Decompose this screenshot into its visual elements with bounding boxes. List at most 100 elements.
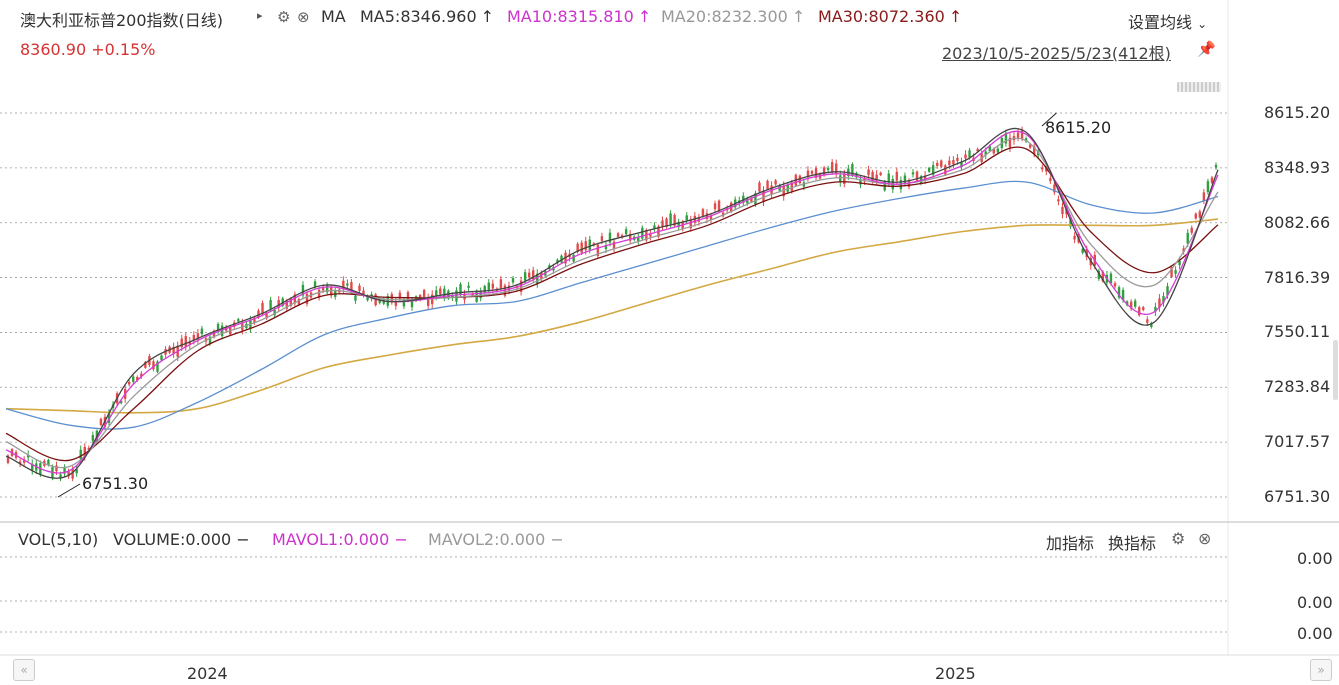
- candle-body: [1198, 211, 1202, 218]
- candle-body: [1016, 132, 1020, 138]
- candle-body: [806, 170, 810, 178]
- close-icon[interactable]: ⊗: [297, 8, 310, 26]
- candle-body: [487, 282, 490, 290]
- candle-body: [277, 300, 280, 308]
- candle-body: [653, 225, 656, 229]
- candle-body: [1121, 289, 1125, 301]
- candle-body: [519, 280, 523, 292]
- candle-body: [75, 468, 78, 474]
- candle-body: [1028, 144, 1032, 148]
- candle-body: [443, 288, 446, 299]
- candle-body: [1049, 178, 1052, 182]
- candle-body: [269, 300, 272, 309]
- candle-body: [814, 168, 818, 178]
- high-annotation: 8615.20: [1045, 118, 1112, 137]
- y-tick-label: 7017.57: [1264, 432, 1331, 452]
- candle-body: [1004, 132, 1008, 144]
- candle-body: [144, 361, 147, 368]
- add-indicator-button[interactable]: 加指标: [1046, 534, 1095, 553]
- zoom-handle[interactable]: [1177, 82, 1221, 92]
- candle-body: [677, 221, 680, 228]
- arrow-up-icon: ↑: [948, 7, 963, 26]
- scroll-left-button[interactable]: «: [13, 659, 35, 681]
- candle-body: [257, 310, 260, 318]
- candle-body: [152, 361, 155, 370]
- pin-icon[interactable]: 📌: [1197, 40, 1216, 58]
- candle-body: [536, 273, 539, 284]
- candle-body: [160, 355, 163, 361]
- y-tick-label: 8082.66: [1264, 212, 1331, 232]
- candle-body: [560, 255, 563, 263]
- candle-body: [1045, 167, 1048, 172]
- candle-body: [701, 209, 705, 217]
- candle-body: [83, 446, 86, 457]
- candle-body: [200, 328, 204, 335]
- candle-body: [620, 235, 624, 238]
- candle-body: [1133, 300, 1137, 307]
- candle-body: [378, 299, 381, 303]
- candle-body: [1170, 267, 1173, 278]
- caret-right-icon[interactable]: ▸: [257, 9, 263, 22]
- ma-settings-button[interactable]: 设置均线 ⌄: [1128, 13, 1208, 32]
- candle-body: [99, 418, 103, 426]
- candles-layer: [6, 126, 1218, 482]
- candle-body: [851, 164, 854, 176]
- candle-body: [1154, 307, 1157, 312]
- volume-grid: [0, 556, 1228, 633]
- candle-body: [71, 468, 74, 479]
- candle-body: [253, 317, 256, 323]
- candle-body: [1190, 227, 1193, 233]
- candle-body: [196, 333, 200, 340]
- swap-indicator-button[interactable]: 换指标: [1108, 534, 1157, 553]
- candle-body: [826, 167, 830, 171]
- arrow-up-icon: ↑: [637, 7, 652, 26]
- candle-body: [859, 179, 862, 185]
- candle-body: [491, 283, 495, 289]
- series-line-ma120: [5, 218, 1219, 414]
- candle-body: [899, 180, 903, 190]
- candle-body: [596, 244, 600, 256]
- gear-icon[interactable]: ⚙: [1171, 529, 1186, 548]
- candle-body: [774, 180, 777, 185]
- date-range[interactable]: 2023/10/5-2025/5/23(412根): [942, 44, 1171, 63]
- candle-body: [867, 169, 870, 175]
- candle-body: [414, 296, 418, 302]
- candle-body: [22, 459, 26, 463]
- series-line-ma10: [5, 130, 1219, 474]
- candle-body: [172, 346, 175, 354]
- candle-body: [289, 298, 293, 306]
- y-tick-label: 8348.93: [1264, 157, 1331, 177]
- candle-body: [713, 203, 717, 210]
- candle-body: [18, 461, 22, 465]
- candle-body: [362, 290, 365, 294]
- candle-body: [132, 376, 135, 382]
- candle-body: [1113, 283, 1117, 287]
- candle-body: [944, 165, 947, 175]
- gear-icon[interactable]: ⚙: [277, 8, 291, 26]
- candle-body: [673, 215, 676, 226]
- y-tick-label: 7816.39: [1264, 267, 1331, 287]
- candle-body: [843, 173, 846, 184]
- ma-lines-layer: [5, 127, 1219, 479]
- candle-body: [754, 193, 757, 205]
- candle-body: [47, 459, 50, 466]
- annotations-layer: [57, 112, 1057, 498]
- candle-body: [1174, 270, 1177, 274]
- candle-body: [1101, 271, 1105, 282]
- candle-body: [317, 289, 321, 298]
- volume-y-label: 0.00: [1297, 549, 1333, 568]
- candle-body: [1194, 213, 1197, 219]
- candle-body: [1053, 184, 1056, 193]
- candle-body: [717, 200, 721, 212]
- candle-body: [968, 150, 971, 158]
- candle-body: [455, 290, 458, 302]
- vertical-scrollbar[interactable]: [1333, 340, 1338, 400]
- close-icon[interactable]: ⊗: [1198, 529, 1212, 548]
- x-tick-label: 2024: [187, 664, 228, 683]
- ma10-value: MA10:8315.810 ↑: [507, 7, 652, 26]
- candle-body: [426, 297, 430, 306]
- candle-body: [665, 218, 668, 227]
- candle-body: [297, 298, 301, 305]
- scroll-right-button[interactable]: »: [1310, 659, 1332, 681]
